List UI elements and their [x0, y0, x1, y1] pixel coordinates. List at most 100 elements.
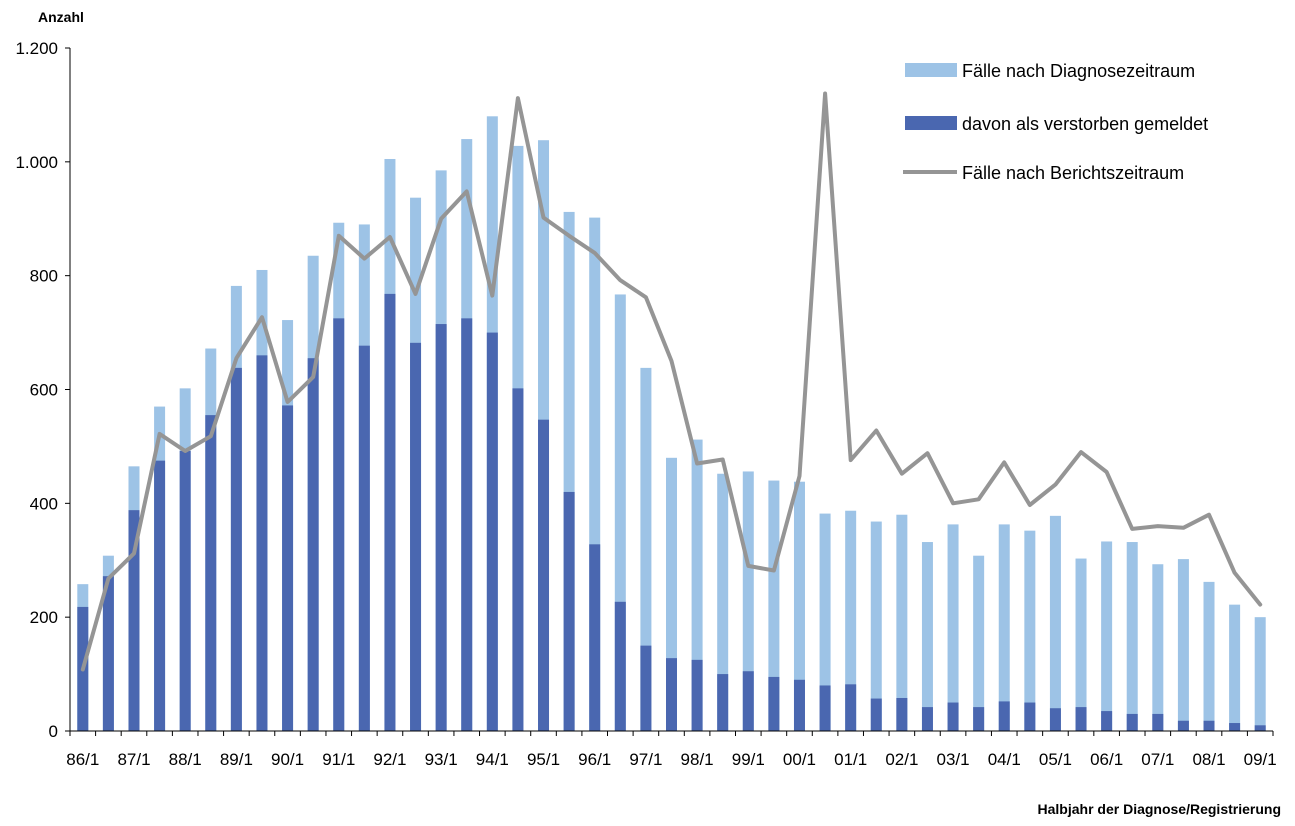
x-tick-label: 08/1	[1192, 750, 1225, 769]
bar-diagnose-01-2	[870, 521, 882, 731]
bar-diagnose-95-2	[563, 211, 575, 732]
legend-label-1: Fälle nach Diagnosezeitraum	[962, 61, 1195, 81]
legend: Fälle nach Diagnosezeitraum davon als ver…	[903, 61, 1208, 183]
bar-diagnose-06-1	[1101, 541, 1113, 731]
bar-diagnose-98-1	[691, 439, 703, 731]
bar-diagnose-99-2	[768, 480, 780, 731]
bar-verstorben-05-2	[1075, 707, 1087, 731]
bar-diagnose-05-1	[1049, 515, 1061, 731]
bar-verstorben-97-2	[666, 658, 677, 731]
bar-diagnose-09-1	[1254, 617, 1266, 731]
x-tick-label: 94/1	[476, 750, 509, 769]
y-tick-label: 400	[30, 494, 58, 513]
bar-verstorben-90-1	[282, 405, 294, 731]
x-tick-label: 99/1	[732, 750, 765, 769]
y-tick-label: 600	[30, 381, 58, 400]
bar-verstorben-08-1	[1203, 720, 1215, 731]
bar-verstorben-00-2	[819, 685, 831, 731]
legend-label-2: davon als verstorben gemeldet	[962, 114, 1208, 134]
bar-verstorben-06-1	[1101, 711, 1113, 731]
bar-diagnose-96-2	[614, 294, 626, 731]
bar-verstorben-97-1	[640, 645, 652, 731]
bar-diagnose-00-2	[819, 513, 831, 731]
x-tick-label: 00/1	[783, 750, 816, 769]
x-tick-label: 97/1	[629, 750, 662, 769]
bar-diagnose-08-2	[1229, 604, 1241, 731]
y-axis-title: Anzahl	[38, 9, 84, 25]
bar-verstorben-06-2	[1126, 713, 1138, 731]
bar-verstorben-08-2	[1229, 723, 1241, 731]
bar-diagnose-98-2	[717, 473, 729, 731]
x-tick-label: 05/1	[1039, 750, 1072, 769]
x-tick-label: 02/1	[885, 750, 918, 769]
bar-diagnose-07-2	[1177, 559, 1189, 731]
bar-verstorben-98-2	[717, 674, 729, 731]
bar-verstorben-03-1	[947, 702, 959, 731]
bar-diagnose-97-1	[640, 367, 652, 731]
bar-diagnose-99-1	[742, 471, 754, 731]
bar-verstorben-09-1	[1254, 725, 1266, 731]
x-tick-label: 03/1	[937, 750, 970, 769]
bar-diagnose-04-1	[998, 524, 1010, 731]
bar-verstorben-02-2	[921, 707, 933, 731]
bar-verstorben-91-2	[358, 345, 370, 731]
bar-verstorben-93-1	[435, 324, 447, 731]
bar-diagnose-08-1	[1203, 581, 1215, 731]
y-tick-label: 1.200	[15, 39, 58, 58]
bar-verstorben-88-1	[179, 450, 191, 731]
x-tick-label: 96/1	[578, 750, 611, 769]
x-tick-label: 91/1	[322, 750, 355, 769]
bar-verstorben-07-1	[1152, 713, 1164, 731]
bar-verstorben-00-1	[793, 679, 805, 731]
y-tick-label: 200	[30, 608, 58, 627]
bar-verstorben-96-2	[614, 601, 626, 731]
x-tick-label: 95/1	[527, 750, 560, 769]
x-tick-label: 07/1	[1141, 750, 1174, 769]
bar-verstorben-87-2	[154, 460, 166, 731]
legend-label-3: Fälle nach Berichtszeitraum	[962, 163, 1184, 183]
bar-verstorben-03-2	[973, 707, 985, 731]
axes: 0 200 400 600 800 1.000 1.200 86/1 87/1 88/1 89/1 9…	[15, 39, 1276, 769]
bar-verstorben-99-2	[768, 676, 780, 731]
x-tick-label: 87/1	[117, 750, 150, 769]
x-tick-label: 01/1	[834, 750, 867, 769]
bar-verstorben-99-1	[742, 671, 754, 731]
bar-verstorben-92-2	[410, 342, 422, 731]
legend-swatch-1	[905, 63, 957, 77]
x-tick-label: 88/1	[169, 750, 202, 769]
y-tick-label: 1.000	[15, 153, 58, 172]
x-tick-label: 90/1	[271, 750, 304, 769]
bar-diagnose-06-2	[1126, 542, 1138, 731]
x-tick-label: 93/1	[425, 750, 458, 769]
bar-diagnose-01-1	[845, 510, 857, 731]
bar-diagnose-03-1	[947, 524, 959, 731]
bar-diagnose-02-1	[896, 514, 908, 731]
x-tick-label: 92/1	[373, 750, 406, 769]
bar-verstorben-89-2	[256, 355, 268, 731]
bar-diagnose-03-2	[973, 555, 985, 731]
bar-diagnose-96-1	[589, 217, 601, 731]
y-tick-label: 0	[49, 722, 58, 741]
x-tick-label: 06/1	[1090, 750, 1123, 769]
bar-diagnose-00-1	[793, 481, 805, 731]
bar-verstorben-02-1	[896, 697, 908, 731]
bar-verstorben-90-2	[307, 358, 319, 731]
bar-diagnose-02-2	[921, 542, 933, 731]
bar-diagnose-07-1	[1152, 564, 1164, 731]
bar-diagnose-97-2	[666, 457, 677, 731]
bars-diagnose-series	[77, 116, 1266, 732]
bar-verstorben-94-2	[512, 388, 524, 731]
bar-verstorben-98-1	[691, 659, 703, 731]
bar-verstorben-89-1	[230, 367, 242, 731]
bar-verstorben-94-1	[486, 332, 498, 731]
bar-verstorben-04-2	[1024, 702, 1036, 731]
bar-verstorben-96-1	[589, 544, 601, 731]
bar-verstorben-05-1	[1049, 708, 1061, 731]
bar-verstorben-92-1	[384, 293, 396, 731]
line-berichtszeitraum-series	[80, 91, 1263, 672]
x-tick-label: 09/1	[1244, 750, 1277, 769]
x-tick-label: 04/1	[988, 750, 1021, 769]
bar-verstorben-95-2	[563, 491, 575, 731]
